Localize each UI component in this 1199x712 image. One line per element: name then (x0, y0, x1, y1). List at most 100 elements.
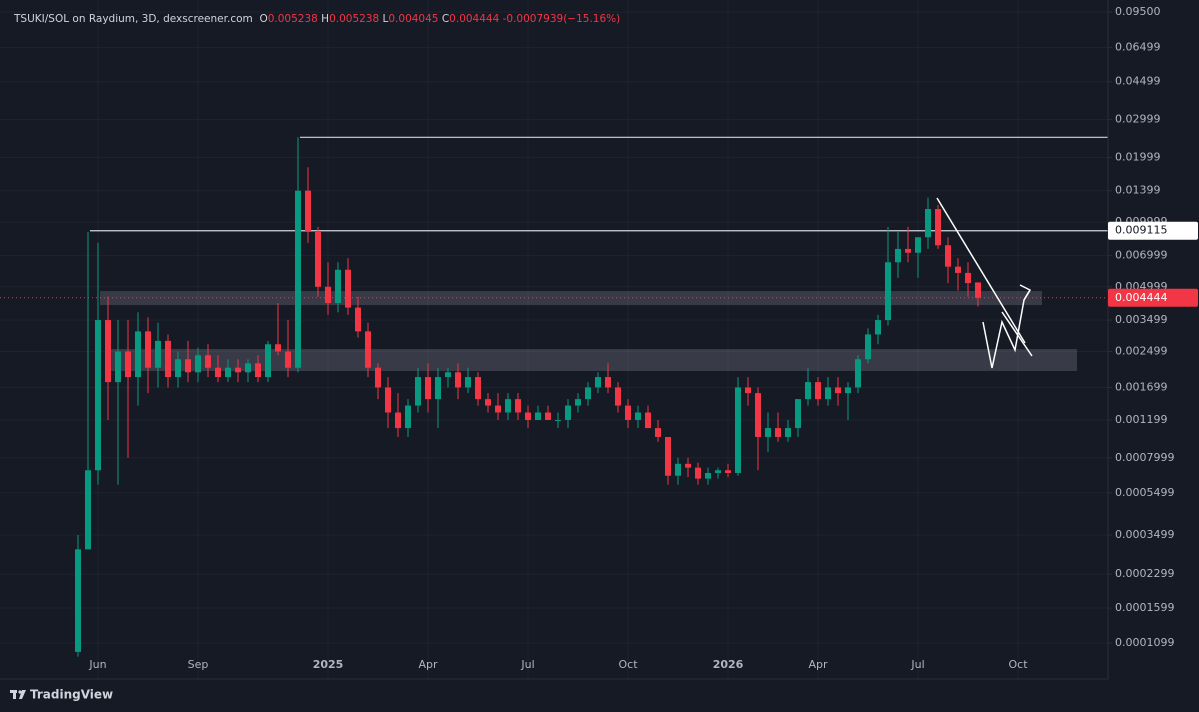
candle-body (135, 331, 141, 378)
candle-body (795, 399, 801, 429)
candle-body (975, 282, 981, 298)
y-tick-label: 0.0001099 (1115, 636, 1175, 649)
ohlc-label: O (259, 13, 268, 25)
y-tick-label: 0.0002299 (1115, 567, 1175, 580)
candle-body (725, 470, 731, 473)
candle-body (325, 286, 331, 304)
x-tick-label: Jul (520, 658, 534, 671)
candle-body (825, 387, 831, 400)
x-tick-label: Oct (618, 658, 638, 671)
open-value: 0.005238 (267, 13, 318, 25)
level-price-label: 0.009115 (1115, 224, 1168, 237)
candle-body (705, 472, 711, 479)
candle-body (925, 209, 931, 238)
candle-body (935, 209, 941, 246)
path-down (1001, 311, 1033, 357)
candle-body (525, 412, 531, 420)
y-tick-label: 0.06499 (1115, 40, 1161, 53)
zone (110, 349, 1077, 372)
candle-body (515, 399, 521, 413)
candle-body (445, 372, 451, 378)
candle-body (235, 367, 241, 373)
candle-body (365, 331, 371, 368)
candle-body (145, 331, 151, 368)
x-tick-label: Apr (808, 658, 828, 671)
candle-body (715, 470, 721, 473)
candle-body (855, 359, 861, 388)
candle-body (475, 377, 481, 400)
candle-body (215, 367, 221, 378)
x-tick-label: 2026 (713, 658, 744, 671)
candle-body (915, 237, 921, 253)
candle-body (555, 419, 561, 421)
candle-body (435, 377, 441, 400)
candle-body (545, 412, 551, 420)
candle-body (585, 387, 591, 400)
y-tick-label: 0.006999 (1115, 248, 1168, 261)
symbol: TSUKI/SOL on Raydium, 3D, dexscreener.co… (14, 13, 253, 25)
candle-body (345, 269, 351, 308)
candle-body (405, 405, 411, 429)
trend-line (936, 197, 1026, 344)
candle-body (835, 387, 841, 394)
candle-body (415, 377, 421, 406)
axes: 0.09500 0.06499 0.04499 0.02999 0.01999 0.013… (0, 0, 1198, 680)
logo-part (18, 690, 22, 694)
candle-body (955, 266, 961, 273)
y-tick-label: 0.0007999 (1115, 451, 1175, 464)
candle-body (635, 412, 641, 420)
change-percent: (−15.16%) (563, 13, 621, 25)
candle-body (315, 231, 321, 287)
candle-body (885, 262, 891, 321)
low-value: 0.004045 (388, 13, 439, 25)
y-tick-label: 0.0001599 (1115, 601, 1175, 614)
candle-body (945, 245, 951, 267)
x-tick-label: Oct (1008, 658, 1028, 671)
y-tick-label: 0.001699 (1115, 381, 1168, 394)
candle-body (375, 367, 381, 388)
candle-body (745, 387, 751, 394)
candle-body (805, 382, 811, 400)
y-tick-label: 0.0005499 (1115, 486, 1175, 499)
x-tick-label: Jul (910, 658, 924, 671)
candle-body (615, 387, 621, 406)
drawings (936, 197, 1033, 369)
candle-body (355, 307, 361, 332)
candle-body (465, 377, 471, 388)
last-price-label: 0.004444 (1115, 291, 1168, 304)
candle-body (155, 340, 161, 368)
candle-body (775, 428, 781, 437)
candle-body (95, 320, 101, 471)
y-tick-label: 0.002499 (1115, 344, 1168, 357)
candle-body (285, 351, 291, 368)
candle-body (205, 355, 211, 368)
candle-body (485, 399, 491, 406)
candle-body (395, 412, 401, 429)
candle-body (565, 405, 571, 420)
candle-body (815, 382, 821, 400)
high-value: 0.005238 (329, 13, 380, 25)
candle-body (625, 405, 631, 420)
candle-body (455, 372, 461, 388)
candle-body (225, 367, 231, 378)
ohlc-label: C (441, 13, 450, 25)
candle-body (765, 428, 771, 437)
candle-body (655, 428, 661, 437)
candle-body (195, 355, 201, 373)
candle-body (695, 467, 701, 479)
candle-body (265, 344, 271, 378)
close-value: 0.004444 (449, 13, 500, 25)
candle-body (335, 269, 341, 304)
arrow-head (1019, 284, 1032, 301)
candle-body (245, 363, 251, 373)
candle-body (785, 428, 791, 437)
y-tick-label: 0.01999 (1115, 150, 1161, 163)
candle-body (255, 363, 261, 378)
candle-body (865, 334, 871, 360)
candle-body (605, 377, 611, 388)
candle-body (685, 463, 691, 468)
candle-body (115, 351, 121, 383)
brand-logo (10, 690, 26, 699)
